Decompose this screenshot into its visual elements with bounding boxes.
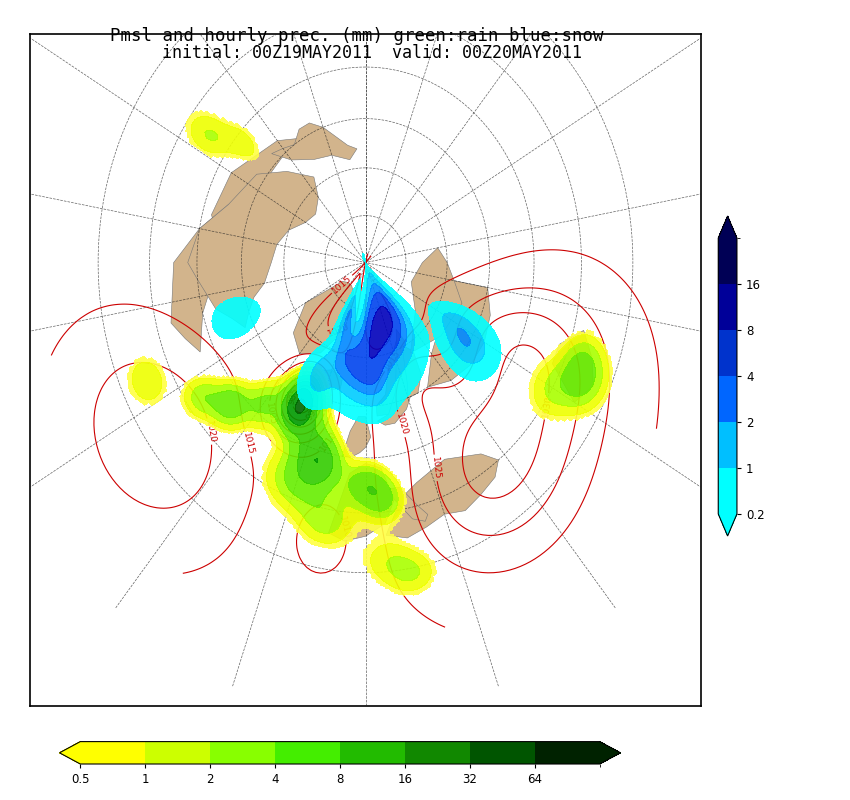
Text: 1020: 1020: [394, 412, 409, 437]
Text: Pmsl and hourly prec. (mm) green:rain blue:snow: Pmsl and hourly prec. (mm) green:rain bl…: [110, 27, 604, 45]
PathPatch shape: [600, 742, 620, 764]
Text: 1010: 1010: [318, 430, 339, 454]
Text: 1005: 1005: [264, 402, 276, 426]
Polygon shape: [377, 340, 409, 416]
Polygon shape: [411, 248, 462, 353]
Polygon shape: [386, 454, 498, 538]
Text: 1020: 1020: [326, 322, 351, 338]
Text: 1015: 1015: [331, 273, 354, 295]
Polygon shape: [272, 123, 357, 160]
Text: 1015: 1015: [382, 348, 402, 373]
Polygon shape: [293, 282, 354, 354]
PathPatch shape: [60, 742, 80, 764]
Polygon shape: [377, 330, 414, 426]
Polygon shape: [342, 416, 371, 458]
Text: 1010: 1010: [337, 515, 352, 539]
Polygon shape: [171, 137, 326, 352]
Text: 1015: 1015: [241, 431, 255, 456]
Text: 995: 995: [300, 367, 318, 379]
Polygon shape: [428, 279, 490, 387]
Polygon shape: [320, 370, 343, 390]
Text: 1000: 1000: [321, 389, 332, 412]
Text: initial: 00Z19MAY2011  valid: 00Z20MAY2011: initial: 00Z19MAY2011 valid: 00Z20MAY201…: [132, 44, 582, 62]
Polygon shape: [329, 463, 394, 541]
Text: 985: 985: [286, 386, 300, 406]
Text: 1010: 1010: [361, 267, 382, 290]
Polygon shape: [188, 171, 319, 328]
Polygon shape: [404, 346, 421, 398]
PathPatch shape: [718, 514, 737, 536]
Text: 1020: 1020: [204, 419, 217, 443]
Text: 1030: 1030: [541, 394, 553, 418]
Text: 1025: 1025: [429, 456, 441, 480]
Text: 990: 990: [305, 402, 322, 422]
Polygon shape: [552, 330, 593, 402]
Polygon shape: [389, 487, 428, 522]
PathPatch shape: [718, 216, 737, 238]
